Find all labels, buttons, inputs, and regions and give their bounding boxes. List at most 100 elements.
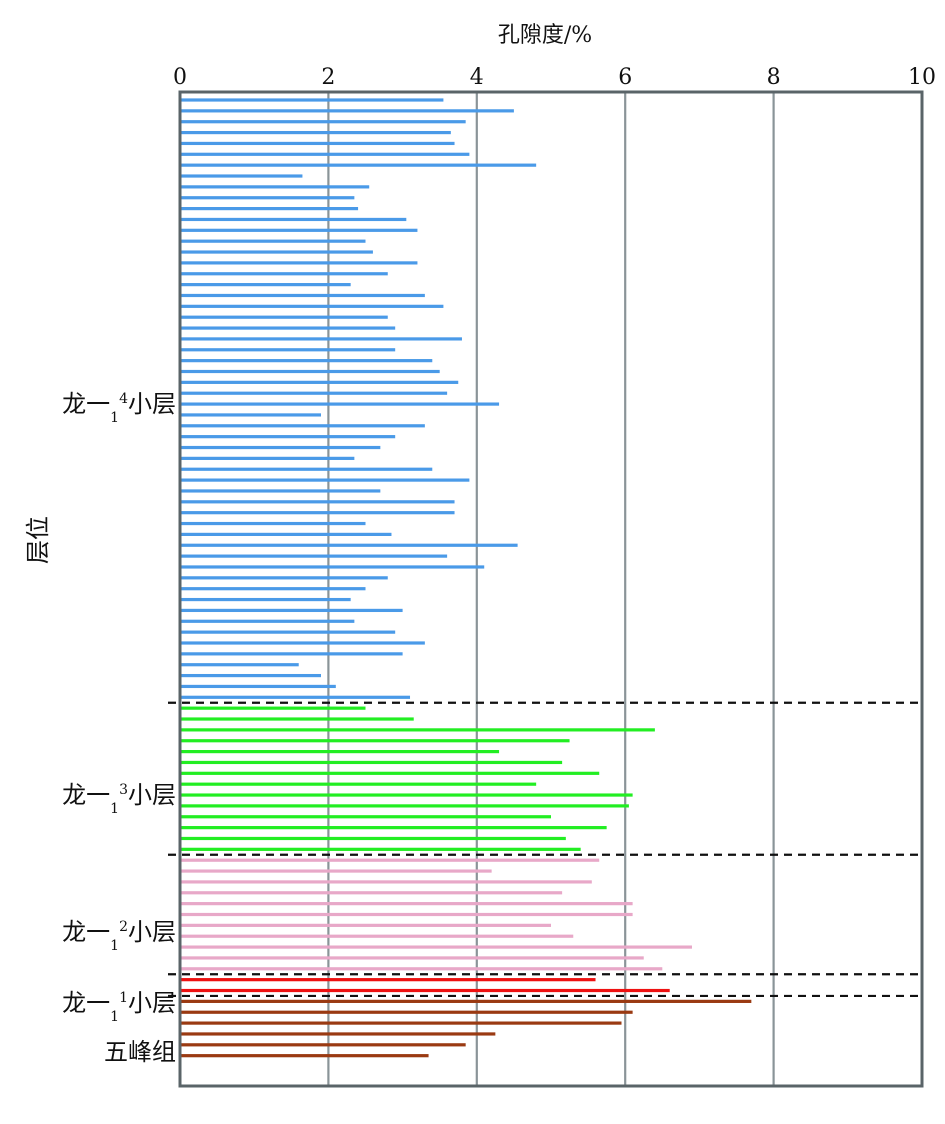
bar (181, 532, 392, 536)
bar (181, 923, 551, 927)
bar (181, 185, 370, 189)
bar (181, 869, 492, 873)
bar (181, 326, 396, 330)
bar (181, 543, 518, 547)
layer-label-suffix: 小层 (128, 390, 176, 418)
bar (181, 912, 633, 917)
layer-label-suffix: 小层 (128, 781, 176, 809)
layer-label-subscript: 1 (110, 801, 119, 817)
tick-layer: 0 2 4 6 8 10 (173, 65, 936, 90)
bar (181, 1021, 622, 1025)
bar (181, 261, 418, 265)
bar (181, 272, 388, 276)
bar (181, 174, 303, 178)
bar (181, 337, 462, 341)
bar (181, 141, 455, 146)
layer-label: 龙一13小层 (62, 781, 176, 817)
layer-label: 龙一11小层 (62, 989, 176, 1025)
layer-label-superscript: 3 (119, 782, 128, 798)
layer-label: 五峰组 (104, 1038, 176, 1066)
bar (181, 728, 655, 732)
bar (181, 304, 444, 308)
bar (181, 413, 321, 417)
bar (181, 652, 403, 656)
layer-label-superscript: 4 (119, 391, 128, 407)
layer-label: 龙一14小层 (62, 390, 176, 426)
x-tick-label: 2 (321, 65, 335, 90)
bar (181, 847, 581, 851)
bar (181, 359, 433, 363)
layer-label-suffix: 小层 (128, 918, 176, 946)
bar (181, 641, 425, 645)
bar (181, 695, 411, 699)
bar (181, 1043, 466, 1047)
layer-label-main: 龙一 (62, 989, 110, 1017)
x-tick-label: 0 (173, 65, 187, 90)
bar (181, 196, 355, 200)
layer-label-main: 龙一 (62, 781, 110, 809)
bar (181, 608, 403, 613)
bar (181, 945, 692, 949)
layer-label: 龙一12小层 (62, 918, 176, 954)
layer-label-main: 龙一 (62, 390, 110, 418)
bar (181, 891, 563, 895)
x-tick-label: 10 (908, 65, 936, 90)
bar (181, 521, 366, 526)
bar (181, 163, 537, 167)
bar (181, 239, 366, 243)
x-axis-label: 孔隙度/% (498, 23, 592, 48)
bar (181, 554, 448, 558)
bar (181, 782, 537, 786)
bar (181, 293, 425, 298)
bar (181, 456, 355, 460)
bar (181, 760, 563, 765)
bar (181, 804, 629, 808)
bar (181, 228, 418, 232)
bar (181, 565, 485, 569)
layer-label-main: 龙一 (62, 918, 110, 946)
bar (181, 207, 359, 211)
bar (181, 511, 455, 515)
bar (181, 826, 607, 830)
bar (181, 630, 396, 634)
bar (181, 597, 351, 602)
bar (181, 380, 459, 384)
bar (181, 402, 500, 406)
bar (181, 880, 592, 884)
bar (181, 315, 388, 319)
layer-label-superscript: 2 (119, 919, 128, 935)
bar (181, 1032, 496, 1036)
plot-frame (178, 90, 924, 1088)
bar (181, 478, 470, 482)
layer-label-subscript: 1 (110, 938, 119, 954)
bar (181, 858, 600, 862)
bar (181, 771, 600, 775)
bar (181, 217, 407, 222)
bar (181, 739, 570, 743)
bar (181, 902, 633, 906)
bar (181, 130, 451, 135)
bar (181, 109, 514, 113)
x-tick-label: 8 (767, 65, 781, 90)
layer-label-subscript: 1 (110, 1009, 119, 1025)
layer-label-superscript: 1 (119, 990, 128, 1006)
bar (181, 576, 388, 580)
bar (181, 706, 366, 710)
bar (181, 587, 366, 591)
bar (181, 793, 633, 797)
bar (181, 673, 321, 678)
bar (181, 500, 455, 504)
bar (181, 988, 670, 993)
bar (181, 1010, 633, 1014)
bar (181, 98, 444, 102)
bar (181, 750, 500, 754)
bars-layer (181, 98, 752, 1058)
layer-label-subscript: 1 (110, 410, 119, 426)
bar (181, 424, 425, 428)
bar (181, 250, 373, 254)
bar (181, 435, 396, 439)
bar (181, 489, 381, 493)
